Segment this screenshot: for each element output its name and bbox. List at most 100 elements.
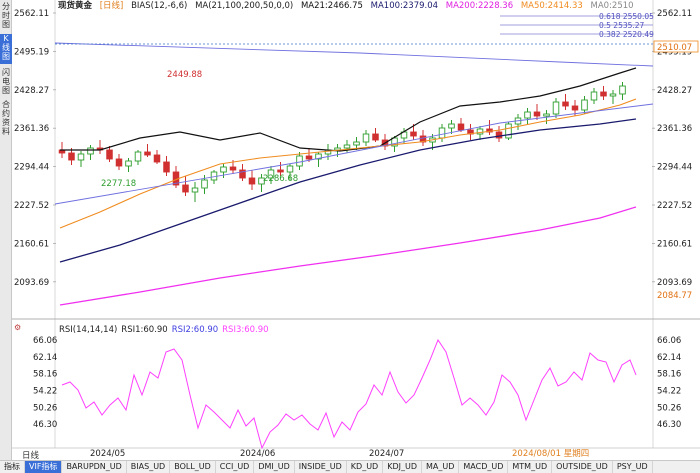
candlestick — [305, 148, 313, 162]
ma50-line — [59, 98, 637, 229]
ma100-line — [59, 118, 637, 263]
candle-body — [495, 131, 503, 139]
candlestick — [96, 140, 104, 154]
tab-barupdn[interactable]: BARUPDN_UD — [62, 461, 127, 473]
price-axis-label-left: 2227.52 — [14, 201, 49, 211]
ma-label: MA(21,100,200,50,0,0) — [195, 1, 294, 11]
candle-body — [239, 169, 246, 179]
period-button[interactable]: 日线 — [22, 451, 40, 461]
rsi-axis-label-right: 66.06 — [657, 336, 681, 346]
bias-label: BIAS(12,-6,6) — [131, 1, 188, 11]
candle-body — [315, 153, 322, 160]
header-bar: 现货黄金 [日线] BIAS(12,-6,6) MA(21,100,200,50… — [58, 0, 639, 13]
ma21-line — [60, 67, 637, 152]
candle-body — [201, 179, 208, 189]
candlestick — [68, 148, 75, 165]
ma200-line — [59, 206, 637, 306]
rsi-axis-label-left: 50.26 — [33, 403, 57, 413]
candle-body — [296, 155, 303, 167]
price-axis-label-right: 2562.11 — [657, 9, 692, 19]
price-axis-label-right: 2160.61 — [657, 239, 692, 249]
candle-body — [505, 123, 512, 139]
candlestick — [609, 90, 617, 104]
resistance-trendline — [54, 42, 654, 67]
tab-kdj[interactable]: KDJ_UD — [383, 461, 422, 473]
candle-body — [609, 93, 617, 97]
candle-body — [115, 158, 123, 167]
chart-area[interactable]: 0.618 2550.05 0.5 2535.27 0.382 2520.49 244… — [0, 0, 700, 460]
candlestick — [87, 145, 94, 160]
rsi-axis-label-left: 62.14 — [33, 353, 57, 363]
candlestick — [172, 166, 180, 188]
rsi-axis-label-left: 54.22 — [33, 387, 57, 397]
tab-boll[interactable]: BOLL_UD — [170, 461, 216, 473]
candlestick — [125, 158, 132, 172]
candle-body — [562, 101, 569, 107]
symbol-name: 现货黄金 — [58, 1, 93, 11]
tab-kline-chart[interactable]: K线图 — [0, 34, 12, 64]
low-annotation-1: 2277.18 — [101, 179, 136, 189]
ma21-value: MA21:2466.75 — [300, 1, 363, 11]
candle-body — [590, 91, 598, 101]
low-annotation-2: 2286.68 — [263, 174, 298, 184]
candle-body — [543, 113, 550, 117]
candlestick — [514, 114, 522, 130]
candle-body — [182, 184, 189, 193]
candle-body — [125, 160, 132, 167]
candlestick — [524, 108, 531, 124]
candlestick — [438, 124, 446, 142]
candle-body — [552, 101, 560, 115]
candlestick — [239, 164, 246, 181]
candlestick — [324, 144, 332, 160]
price-axis-label-left: 2495.19 — [14, 47, 49, 57]
tab-flash-chart[interactable]: 闪电图 — [2, 68, 10, 95]
tab-bias[interactable]: BIAS_UD — [127, 461, 171, 473]
rsi-axis-label-right: 50.26 — [657, 403, 681, 413]
price-axis-label-left: 2428.27 — [14, 86, 49, 96]
candle-body — [524, 111, 531, 119]
rsi-axis-label-right: 54.22 — [657, 387, 681, 397]
tab-vif[interactable]: VIF指标 — [25, 461, 63, 473]
tab-time-chart[interactable]: 分时图 — [2, 2, 10, 29]
rsi-pane: RSI(14,14,14) RSI1:60.90 RSI2:60.90 RSI3:60… — [14, 323, 681, 450]
candle-body — [144, 151, 151, 156]
candle-body — [343, 144, 351, 149]
tab-outside[interactable]: OUTSIDE_UD — [552, 461, 613, 473]
price-axis-label-right: 2093.69 — [657, 278, 692, 288]
tab-ma[interactable]: MA_UD — [422, 461, 460, 473]
tab-dmi[interactable]: DMI_UD — [254, 461, 295, 473]
rsi-axis-label-right: 46.30 — [657, 420, 681, 430]
candlestick — [77, 151, 85, 167]
candlestick — [267, 166, 275, 184]
candle-body — [457, 123, 465, 131]
tab-contract-info[interactable]: 合约资料 — [2, 100, 10, 136]
candlestick — [619, 82, 626, 100]
candle-body — [581, 99, 588, 111]
candlestick — [457, 118, 465, 132]
period-label[interactable]: [日线] — [99, 1, 124, 11]
high-annotation: 2449.88 — [167, 70, 202, 80]
tab-cci[interactable]: CCI_UD — [216, 461, 255, 473]
tab-mtm[interactable]: MTM_UD — [508, 461, 553, 473]
candlestick — [163, 156, 170, 176]
candle-body — [106, 149, 113, 160]
tab-macd[interactable]: MACD_UD — [459, 461, 509, 473]
candle-body — [277, 169, 284, 173]
rsi-axis-label-left: 58.16 — [33, 370, 57, 380]
candlestick — [372, 128, 379, 142]
tab-psy[interactable]: PSY_UD — [613, 461, 653, 473]
tab-kd[interactable]: KD_UD — [347, 461, 384, 473]
candle-body — [163, 161, 170, 173]
candlestick — [315, 152, 322, 167]
candle-body — [87, 147, 94, 155]
price-axis-label-right: 2428.27 — [657, 86, 692, 96]
tab-indicator[interactable]: 指标 — [0, 461, 25, 473]
fib-level-label: 0.618 2550.05 — [599, 12, 654, 21]
candlestick — [600, 86, 607, 100]
rsi-axis-label-right: 62.14 — [657, 353, 681, 363]
current-price-tag: 2510.07 — [653, 40, 699, 53]
fib-level-label: 0.5 2535.27 — [599, 21, 645, 30]
candlestick — [505, 122, 512, 140]
price-axis-label-left: 2361.36 — [14, 124, 49, 134]
tab-inside[interactable]: INSIDE_UD — [295, 461, 347, 473]
